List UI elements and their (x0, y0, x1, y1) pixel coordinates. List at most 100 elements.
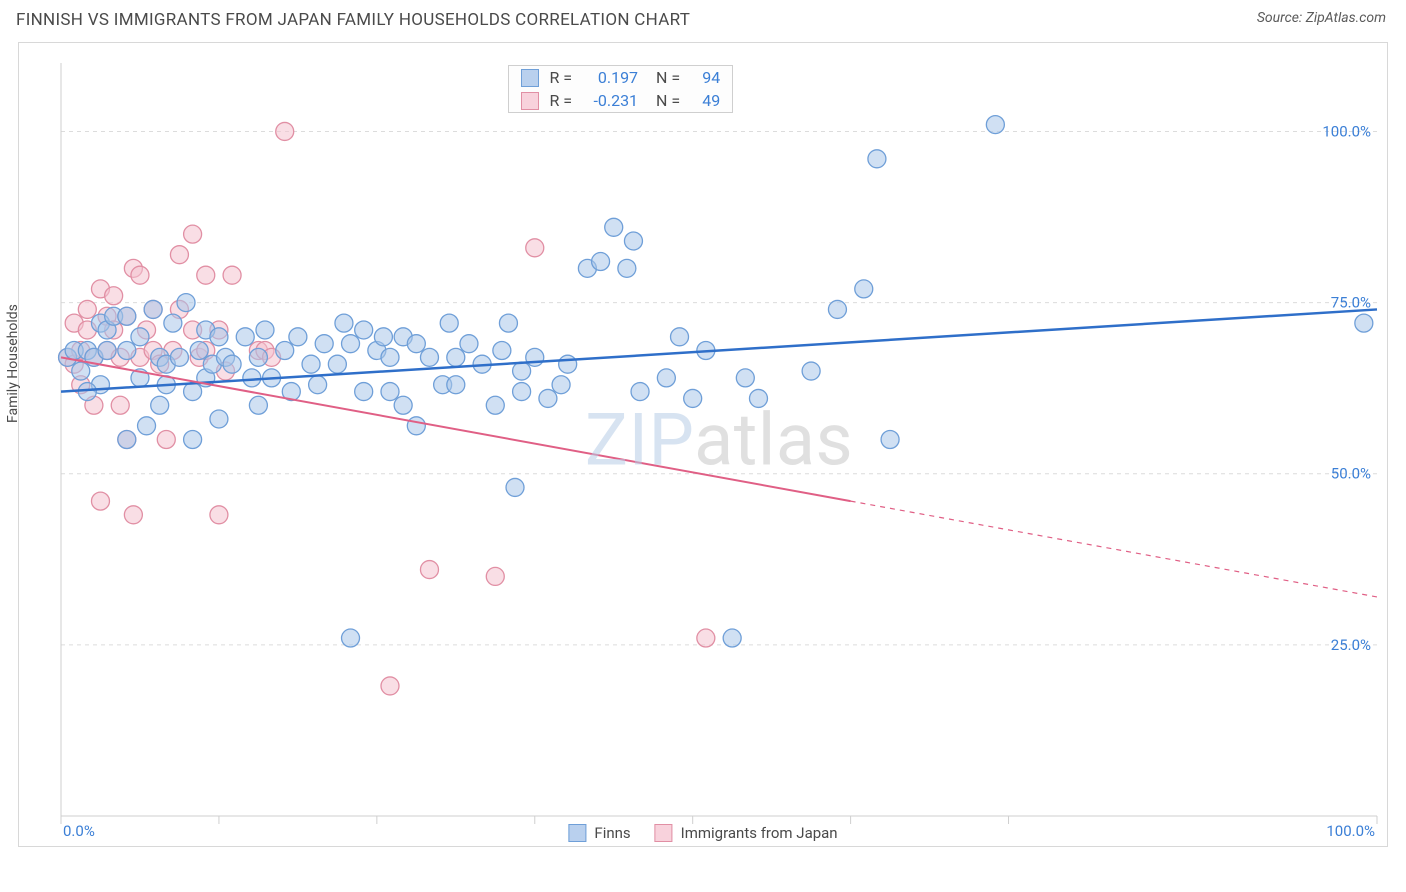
scatter-point (98, 342, 116, 360)
scatter-point (276, 122, 294, 140)
scatter-point (381, 348, 399, 366)
scatter-point (315, 335, 333, 353)
scatter-point (118, 342, 136, 360)
scatter-point (440, 314, 458, 332)
scatter-point (506, 478, 524, 496)
stat-label: R = (549, 91, 572, 110)
stat-n-value: 49 (690, 91, 720, 110)
stat-n-value: 94 (690, 68, 720, 87)
scatter-point (309, 376, 327, 394)
regression-line-extrapolated (851, 501, 1377, 597)
scatter-point (177, 294, 195, 312)
scatter-point (170, 246, 188, 264)
legend-label: Immigrants from Japan (681, 824, 838, 842)
scatter-point (539, 389, 557, 407)
scatter-point (328, 355, 346, 373)
scatter-point (157, 431, 175, 449)
scatter-point (210, 328, 228, 346)
scatter-point (184, 225, 202, 243)
scatter-point (105, 287, 123, 305)
scatter-point (1355, 314, 1373, 332)
scatter-point (381, 383, 399, 401)
scatter-point (513, 383, 531, 401)
scatter-point (499, 314, 517, 332)
scatter-point (671, 328, 689, 346)
stat-r-value: 0.197 (582, 68, 638, 87)
scatter-point (526, 239, 544, 257)
scatter-point (184, 383, 202, 401)
y-tick-label: 100.0% (1322, 122, 1371, 140)
scatter-point (355, 383, 373, 401)
legend-item: Finns (568, 824, 630, 842)
y-tick-label: 25.0% (1331, 636, 1371, 654)
chart-title: FINNISH VS IMMIGRANTS FROM JAPAN FAMILY … (16, 10, 690, 30)
scatter-point (249, 348, 267, 366)
scatter-point (190, 342, 208, 360)
scatter-point (684, 389, 702, 407)
scatter-point (131, 328, 149, 346)
scatter-point (78, 300, 96, 318)
scatter-point (657, 369, 675, 387)
scatter-point (802, 362, 820, 380)
scatter-point (124, 506, 142, 524)
scatter-point (493, 342, 511, 360)
scatter-point (420, 348, 438, 366)
scatter-point (559, 355, 577, 373)
y-tick-label: 75.0% (1331, 294, 1371, 312)
scatter-point (618, 259, 636, 277)
scatter-point (72, 362, 90, 380)
chart-svg: 25.0% 50.0% 75.0% 100.0% (61, 63, 1377, 816)
legend-swatch-icon (521, 69, 539, 87)
x-axis-min-label: 0.0% (63, 822, 95, 840)
scatter-point (881, 431, 899, 449)
scatter-point (552, 376, 570, 394)
y-axis-label: Family Households (5, 304, 21, 423)
stat-label: R = (549, 68, 572, 87)
scatter-point (447, 376, 465, 394)
plot-area: 25.0%50.0%75.0%100.0% ZIPatlas R =0.197N… (61, 63, 1377, 816)
scatter-point (624, 232, 642, 250)
scatter-point (631, 383, 649, 401)
scatter-point (184, 431, 202, 449)
scatter-point (986, 116, 1004, 134)
scatter-point (355, 321, 373, 339)
scatter-point (342, 335, 360, 353)
scatter-point (243, 369, 261, 387)
scatter-point (828, 300, 846, 318)
scatter-point (394, 396, 412, 414)
scatter-point (170, 348, 188, 366)
legend-swatch-icon (655, 824, 673, 842)
scatter-point (407, 417, 425, 435)
legend-item: Immigrants from Japan (655, 824, 838, 842)
scatter-point (144, 300, 162, 318)
scatter-point (197, 266, 215, 284)
y-tick-label: 50.0% (1331, 465, 1371, 483)
scatter-point (111, 396, 129, 414)
legend-label: Finns (594, 824, 630, 842)
scatter-point (335, 314, 353, 332)
scatter-point (736, 369, 754, 387)
scatter-point (118, 431, 136, 449)
scatter-point (407, 335, 425, 353)
legend-swatch-icon (521, 92, 539, 110)
chart-source: Source: ZipAtlas.com (1257, 10, 1386, 26)
scatter-point (374, 328, 392, 346)
scatter-point (302, 355, 320, 373)
stats-legend-box: R =0.197N =94R =-0.231N =49 (508, 65, 733, 113)
scatter-point (460, 335, 478, 353)
scatter-point (342, 629, 360, 647)
scatter-point (513, 362, 531, 380)
scatter-point (447, 348, 465, 366)
scatter-point (486, 396, 504, 414)
scatter-point (118, 307, 136, 325)
scatter-point (723, 629, 741, 647)
scatter-point (91, 492, 109, 510)
stat-label: N = (656, 91, 680, 110)
scatter-point (420, 561, 438, 579)
x-axis-max-label: 100.0% (1326, 822, 1375, 840)
legend-swatch-icon (568, 824, 586, 842)
stat-r-value: -0.231 (582, 91, 638, 110)
scatter-point (223, 355, 241, 373)
scatter-point (164, 314, 182, 332)
bottom-legend: Finns Immigrants from Japan (568, 824, 837, 842)
